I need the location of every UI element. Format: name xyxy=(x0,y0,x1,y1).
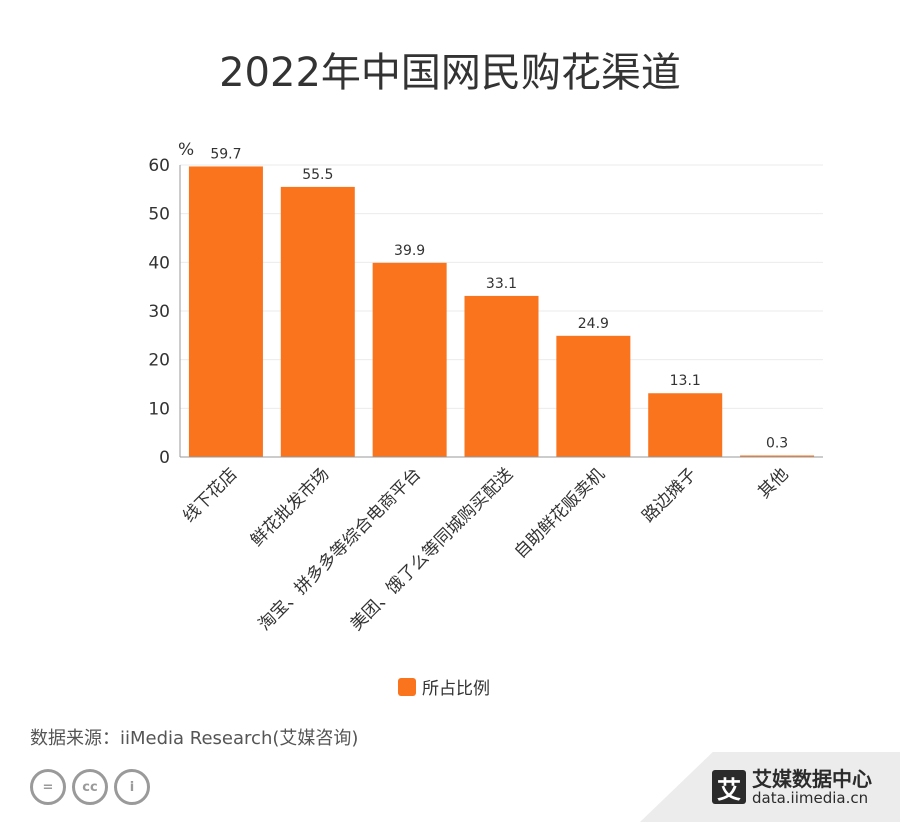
y-tick-label: 20 xyxy=(148,351,170,371)
y-unit-label: % xyxy=(178,140,194,160)
equals-icon: = xyxy=(30,769,66,805)
brand-url: data.iimedia.cn xyxy=(752,789,869,807)
brand-name: 艾媒数据中心 xyxy=(752,767,872,791)
cc-icon: cc xyxy=(72,769,108,805)
y-tick-label: 40 xyxy=(148,253,170,273)
bar xyxy=(648,393,723,457)
data-label: 0.3 xyxy=(766,436,788,452)
x-tick-label: 美团、饿了么等同城购买配送 xyxy=(347,464,517,634)
bar xyxy=(464,295,539,457)
brand-logo: 艾 艾媒数据中心 data.iimedia.cn xyxy=(712,768,872,807)
y-tick-label: 30 xyxy=(148,302,170,322)
x-tick-label: 线下花店 xyxy=(179,464,241,526)
brand-mark: 艾 xyxy=(712,770,746,805)
y-tick-label: 50 xyxy=(148,205,170,225)
bar xyxy=(372,262,447,457)
bar xyxy=(556,335,631,457)
data-label: 13.1 xyxy=(670,373,701,389)
bar xyxy=(740,455,815,457)
chart-title: 2022年中国网民购花渠道 xyxy=(219,50,681,96)
data-label: 39.9 xyxy=(394,243,425,259)
x-tick-label: 其他 xyxy=(754,464,792,502)
attribution-icon: i xyxy=(114,769,150,805)
legend-label: 所占比例 xyxy=(422,679,490,699)
y-tick-label: 10 xyxy=(148,399,170,419)
data-label: 24.9 xyxy=(578,316,609,332)
y-tick-label: 0 xyxy=(159,448,170,468)
source-note: 数据来源：iiMedia Research(艾媒咨询) xyxy=(30,728,359,749)
license-icons: = cc i xyxy=(30,769,150,805)
x-tick-label: 路边摊子 xyxy=(639,464,701,526)
legend-swatch xyxy=(398,677,416,696)
data-label: 33.1 xyxy=(486,276,517,292)
x-tick-label: 鲜花批发市场 xyxy=(247,464,333,550)
bar xyxy=(188,166,263,457)
bar xyxy=(280,186,355,457)
y-tick-label: 60 xyxy=(148,156,170,176)
data-label: 59.7 xyxy=(210,146,241,162)
data-label: 55.5 xyxy=(302,167,333,183)
x-tick-label: 自助鲜花贩卖机 xyxy=(511,464,609,562)
x-tick-label: 淘宝、拼多多等综合电商平台 xyxy=(255,464,425,634)
legend: 所占比例 xyxy=(398,674,490,699)
